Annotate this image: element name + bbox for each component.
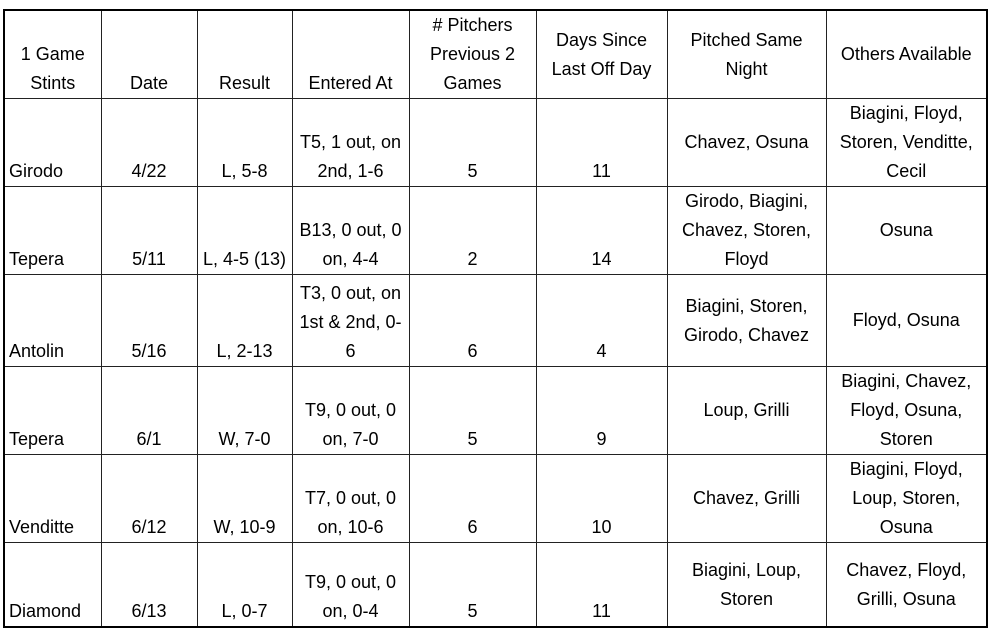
header-cell: Others Available: [825, 9, 988, 99]
others-available-cell: Floyd, Osuna: [825, 274, 988, 367]
header-cell: Days Since Last Off Day: [535, 9, 668, 99]
others-available-cell: Biagini, Floyd, Loup, Storen, Osuna: [825, 454, 988, 543]
days-since-off-cell: 4: [535, 274, 668, 367]
header-cell: 1 Game Stints: [3, 9, 102, 99]
table-row: Venditte 6/12 W, 10-9 T7, 0 out, 0 on, 1…: [3, 454, 988, 543]
days-since-off-cell: 14: [535, 186, 668, 275]
pitcher-cell: Diamond: [3, 542, 102, 628]
date-cell: 6/12: [100, 454, 198, 543]
result-cell: L, 4-5 (13): [196, 186, 293, 275]
date-cell: 5/11: [100, 186, 198, 275]
table-row: Tepera 5/11 L, 4-5 (13) B13, 0 out, 0 on…: [3, 186, 988, 275]
pitchers-prev-cell: 6: [408, 454, 537, 543]
days-since-off-cell: 10: [535, 454, 668, 543]
date-cell: 6/13: [100, 542, 198, 628]
pitcher-cell: Tepera: [3, 186, 102, 275]
header-cell: Entered At: [291, 9, 410, 99]
pitchers-prev-cell: 5: [408, 366, 537, 455]
pitchers-prev-cell: 6: [408, 274, 537, 367]
days-since-off-cell: 11: [535, 98, 668, 187]
pitched-same-night-cell: Chavez, Osuna: [666, 98, 827, 187]
days-since-off-cell: 9: [535, 366, 668, 455]
pitched-same-night-cell: Biagini, Loup, Storen: [666, 542, 827, 628]
table-row: Tepera 6/1 W, 7-0 T9, 0 out, 0 on, 7-0 5…: [3, 366, 988, 455]
pitchers-prev-cell: 5: [408, 98, 537, 187]
header-cell: Pitched Same Night: [666, 9, 827, 99]
entered-at-cell: T9, 0 out, 0 on, 0-4: [291, 542, 410, 628]
entered-at-cell: T3, 0 out, on 1st & 2nd, 0-6: [291, 274, 410, 367]
result-cell: W, 10-9: [196, 454, 293, 543]
entered-at-cell: T7, 0 out, 0 on, 10-6: [291, 454, 410, 543]
pitched-same-night-cell: Loup, Grilli: [666, 366, 827, 455]
header-cell: Result: [196, 9, 293, 99]
result-cell: W, 7-0: [196, 366, 293, 455]
header-cell: Date: [100, 9, 198, 99]
pitchers-prev-cell: 5: [408, 542, 537, 628]
others-available-cell: Biagini, Chavez, Floyd, Osuna, Storen: [825, 366, 988, 455]
table-row: Girodo 4/22 L, 5-8 T5, 1 out, on 2nd, 1-…: [3, 98, 988, 187]
pitchers-prev-cell: 2: [408, 186, 537, 275]
days-since-off-cell: 11: [535, 542, 668, 628]
table-row: Diamond 6/13 L, 0-7 T9, 0 out, 0 on, 0-4…: [3, 542, 988, 628]
others-available-cell: Osuna: [825, 186, 988, 275]
entered-at-cell: T5, 1 out, on 2nd, 1-6: [291, 98, 410, 187]
stints-table: 1 Game Stints Date Result Entered At # P…: [3, 9, 988, 628]
others-available-cell: Biagini, Floyd, Storen, Venditte, Cecil: [825, 98, 988, 187]
date-cell: 5/16: [100, 274, 198, 367]
header-cell: # Pitchers Previous 2 Games: [408, 9, 537, 99]
pitched-same-night-cell: Chavez, Grilli: [666, 454, 827, 543]
pitcher-cell: Antolin: [3, 274, 102, 367]
result-cell: L, 0-7: [196, 542, 293, 628]
pitcher-cell: Girodo: [3, 98, 102, 187]
others-available-cell: Chavez, Floyd, Grilli, Osuna: [825, 542, 988, 628]
result-cell: L, 2-13: [196, 274, 293, 367]
pitcher-cell: Tepera: [3, 366, 102, 455]
date-cell: 4/22: [100, 98, 198, 187]
pitched-same-night-cell: Girodo, Biagini, Chavez, Storen, Floyd: [666, 186, 827, 275]
entered-at-cell: B13, 0 out, 0 on, 4-4: [291, 186, 410, 275]
table-row: Antolin 5/16 L, 2-13 T3, 0 out, on 1st &…: [3, 274, 988, 367]
result-cell: L, 5-8: [196, 98, 293, 187]
header-row: 1 Game Stints Date Result Entered At # P…: [3, 9, 988, 99]
entered-at-cell: T9, 0 out, 0 on, 7-0: [291, 366, 410, 455]
pitcher-cell: Venditte: [3, 454, 102, 543]
date-cell: 6/1: [100, 366, 198, 455]
pitched-same-night-cell: Biagini, Storen, Girodo, Chavez: [666, 274, 827, 367]
